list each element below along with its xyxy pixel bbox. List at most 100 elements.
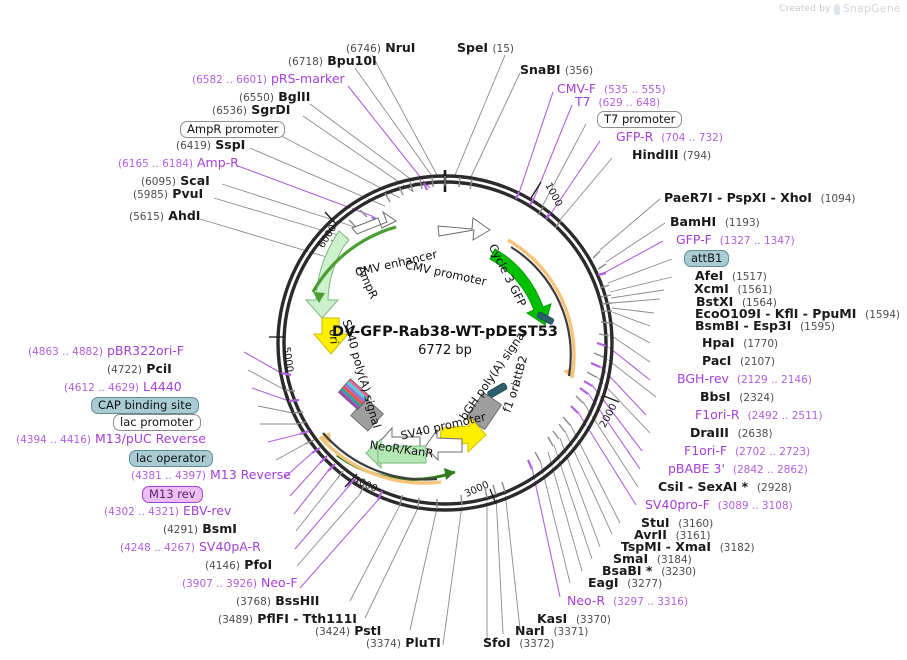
feature-label-ori: ori	[326, 329, 341, 345]
label-psti-pos: (3424)	[315, 626, 350, 638]
label-pvui-pos: (5985)	[133, 189, 168, 201]
plasmid-title-group: DV-GFP-Rab38-WT-pDEST53 6772 bp	[332, 324, 558, 358]
label-attb1[interactable]: attB1	[684, 250, 730, 268]
label-sfoi[interactable]: SfoI (3372)	[483, 636, 555, 650]
label-pfoi[interactable]: (4146) PfoI	[205, 557, 273, 572]
feature-cmv-promoter-arrow	[437, 217, 491, 241]
label-cmv-f-pos: (535 .. 555)	[604, 84, 666, 96]
label-bpu10i[interactable]: (6718) Bpu10I	[288, 53, 377, 68]
label-l4440[interactable]: (4612 .. 4629) L4440	[64, 380, 182, 394]
label-bpu10i-name: Bpu10I	[327, 53, 377, 68]
label-sv40pro-f[interactable]: SV40pro-F (3089 .. 3108)	[645, 498, 793, 512]
label-hpai[interactable]: HpaI (1770)	[702, 335, 779, 350]
label-pflfi-tth111i[interactable]: (3489) PflFI - Tth111I	[218, 612, 357, 626]
label-pbabe-3prime[interactable]: pBABE 3' (2842 .. 2862)	[668, 462, 808, 476]
label-nari[interactable]: NarI (3371)	[515, 624, 588, 638]
label-paer7i-pos: (1094)	[820, 193, 856, 205]
label-pvui[interactable]: (5985) PvuI	[133, 187, 203, 201]
label-sspi[interactable]: (6419) SspI	[176, 137, 246, 152]
label-cap-binding-site[interactable]: CAP binding site	[91, 397, 199, 415]
label-lac-operator[interactable]: lac operator	[129, 450, 213, 468]
label-pluti[interactable]: (3374) PluTI	[366, 635, 441, 650]
label-neo-r-name: Neo-R	[567, 593, 606, 608]
label-ampr-promoter[interactable]: AmpR promoter	[180, 121, 286, 139]
label-snabi[interactable]: SnaBI (356)	[520, 63, 593, 77]
label-m13-puc-reverse[interactable]: (4394 .. 4416) M13/pUC Reverse	[16, 432, 206, 446]
label-amp-r-pos: (6165 .. 6184)	[118, 158, 193, 170]
label-tspmi-xmai[interactable]: TspMI - XmaI (3182)	[621, 540, 755, 554]
label-gfp-f[interactable]: GFP-F (1327 .. 1347)	[676, 233, 795, 247]
label-nrui[interactable]: (6746) NruI	[346, 40, 416, 55]
label-lac-promoter[interactable]: lac promoter	[113, 414, 201, 432]
label-stui[interactable]: StuI (3160)	[641, 516, 713, 530]
label-bsmi[interactable]: (4291) BsmI	[163, 522, 237, 536]
label-prs-marker[interactable]: (6582 .. 6601) pRS-marker	[192, 72, 345, 86]
label-psti[interactable]: (3424) PstI	[315, 624, 381, 638]
label-bsmbi-esp3i[interactable]: BsmBI - Esp3I (1595)	[695, 319, 835, 333]
label-sv40pa-r-name: SV40pA-R	[198, 539, 261, 554]
label-ebv-rev[interactable]: (4302 .. 4321) EBV-rev	[104, 504, 231, 518]
label-l4440-pos: (4612 .. 4629)	[64, 382, 139, 394]
label-bamhi[interactable]: BamHI (1193)	[670, 215, 760, 229]
label-pbr322ori-f[interactable]: (4863 .. 4882) pBR322ori-F	[28, 343, 184, 358]
label-sfoi-pos: (3372)	[519, 638, 555, 650]
label-kasi[interactable]: KasI (3370)	[537, 612, 611, 626]
tick-4000: 4000	[351, 475, 379, 495]
label-pfoi-name: PfoI	[244, 557, 273, 572]
label-t7[interactable]: T7 (629 .. 648)	[575, 95, 661, 109]
label-t7-promoter[interactable]: T7 promoter	[597, 111, 683, 129]
label-pbr322ori-f-pos: (4863 .. 4882)	[28, 346, 103, 358]
label-bsabi-name: BsaBI *	[602, 563, 653, 578]
label-cmv-f[interactable]: CMV-F (535 .. 555)	[557, 82, 666, 96]
label-paci[interactable]: PacI (2107)	[702, 353, 775, 368]
label-bglii[interactable]: (6550) BglII	[239, 90, 310, 104]
label-spei[interactable]: SpeI (15)	[457, 41, 515, 55]
label-m13-reverse[interactable]: (4381 .. 4397) M13 Reverse	[131, 468, 291, 482]
label-sspi-name: SspI	[215, 137, 246, 152]
label-amp-r[interactable]: (6165 .. 6184) Amp-R	[118, 156, 239, 170]
label-smai[interactable]: SmaI (3184)	[613, 552, 692, 566]
label-spei-pos: (15)	[492, 43, 515, 55]
label-gfp-r-name: GFP-R	[616, 129, 654, 144]
label-gfp-r[interactable]: GFP-R (704 .. 732)	[616, 129, 723, 144]
label-pfoi-pos: (4146)	[205, 560, 240, 572]
label-avrii[interactable]: AvrII (3161)	[634, 528, 710, 542]
label-t7-pos: (629 .. 648)	[598, 97, 661, 109]
label-hindiii[interactable]: HindIII (794)	[632, 148, 711, 162]
label-nrui-name: NruI	[385, 40, 416, 55]
label-hpai-pos: (1770)	[743, 338, 779, 350]
label-xcmi[interactable]: XcmI (1561)	[694, 282, 772, 296]
label-bstxi[interactable]: BstXI (1564)	[696, 295, 777, 309]
label-sgrdi[interactable]: (6536) SgrDI	[212, 103, 290, 117]
label-bgh-rev[interactable]: BGH-rev (2129 .. 2146)	[677, 372, 812, 386]
label-bbsi[interactable]: BbsI (2324)	[700, 390, 775, 404]
feature-neor-kanr-body	[377, 445, 427, 464]
label-neo-f[interactable]: (3907 .. 3926) Neo-F	[182, 576, 298, 590]
label-hpai-name: HpaI	[702, 335, 735, 350]
label-pcii[interactable]: (4722) PciI	[107, 362, 172, 376]
label-bbsi-pos: (2324)	[739, 392, 775, 404]
label-pbr322ori-f-name: pBR322ori-F	[106, 343, 184, 358]
label-afei[interactable]: AfeI (1517)	[695, 269, 767, 283]
label-paci-name: PacI	[702, 353, 732, 368]
label-ahdi[interactable]: (5615) AhdI	[129, 209, 200, 223]
label-eagi-pos: (3277)	[627, 578, 663, 590]
label-paer7i-pspxi-xhoi[interactable]: PaeR7I - PspXI - XhoI (1094)	[664, 191, 856, 205]
label-f1ori-r[interactable]: F1ori-R (2492 .. 2511)	[695, 408, 823, 422]
label-scai[interactable]: (6095) ScaI	[141, 174, 210, 188]
label-sv40pa-r[interactable]: (4248 .. 4267) SV40pA-R	[120, 539, 261, 554]
label-eagi[interactable]: EagI (3277)	[588, 576, 663, 590]
label-ecoo109i-kfli-ppumi[interactable]: EcoO109I - KflI - PpuMI (1594)	[695, 307, 900, 321]
label-neo-r[interactable]: Neo-R (3297 .. 3316)	[567, 593, 688, 608]
feature-attb1-block	[536, 311, 555, 325]
label-draiii[interactable]: DraIII (2638)	[690, 426, 773, 440]
label-pluti-name: PluTI	[405, 635, 441, 650]
label-bsshii[interactable]: (3768) BssHII	[236, 594, 319, 608]
label-sspi-pos: (6419)	[176, 140, 211, 152]
label-smai-pos: (3184)	[656, 554, 692, 566]
label-m13-rev-box[interactable]: M13 rev	[142, 486, 203, 504]
label-f1ori-f[interactable]: F1ori-F (2702 .. 2723)	[684, 444, 810, 458]
label-bsabi[interactable]: BsaBI * (3230)	[602, 563, 696, 578]
label-csii-sexai[interactable]: CsiI - SexAI * (2928)	[658, 480, 792, 494]
label-pluti-pos: (3374)	[366, 638, 401, 650]
